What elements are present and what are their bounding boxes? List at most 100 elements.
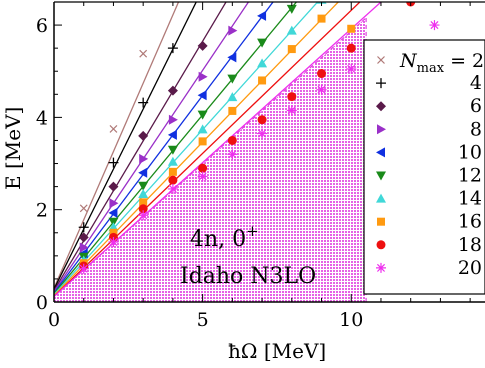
fit-lines bbox=[54, 2, 382, 297]
point-nmax-16-8 bbox=[317, 14, 326, 23]
point-nmax-20-5 bbox=[227, 149, 238, 160]
point-nmax-14-6 bbox=[257, 58, 268, 68]
point-nmax-10-3 bbox=[167, 129, 177, 140]
legend-marker-nmax-16 bbox=[377, 217, 385, 226]
point-nmax-12-3 bbox=[167, 145, 178, 155]
point-nmax-16-9 bbox=[347, 24, 356, 33]
legend-marker-nmax-10 bbox=[376, 147, 385, 158]
point-nmax-20-3 bbox=[167, 183, 178, 194]
point-nmax-6-0 bbox=[78, 232, 89, 243]
point-nmax-16-5 bbox=[228, 106, 237, 115]
y-tick-label-6: 6 bbox=[36, 15, 48, 37]
data-points bbox=[78, 2, 440, 274]
point-nmax-18-4 bbox=[198, 163, 208, 173]
annotation-4n-label: 4n, 0+ bbox=[190, 222, 259, 252]
point-nmax-16-6 bbox=[258, 76, 267, 85]
legend-title: Nmax = 2 bbox=[399, 50, 484, 76]
point-nmax-20-1 bbox=[108, 237, 119, 247]
point-nmax-16-7 bbox=[287, 45, 296, 54]
point-nmax-12-4 bbox=[197, 110, 208, 120]
point-nmax-2-0 bbox=[79, 204, 88, 213]
point-nmax-4-3 bbox=[167, 43, 178, 54]
point-nmax-6-1 bbox=[108, 181, 119, 192]
point-nmax-20-4 bbox=[197, 171, 208, 182]
fit-line-nmax-18 bbox=[54, 2, 361, 297]
legend-label-nmax-12: 12 bbox=[458, 165, 482, 187]
point-nmax-14-5 bbox=[227, 92, 238, 102]
point-nmax-20-0 bbox=[78, 263, 89, 274]
legend-marker-nmax-18 bbox=[376, 240, 386, 250]
point-nmax-12-6 bbox=[257, 38, 268, 48]
point-nmax-16-2 bbox=[139, 198, 148, 207]
x-tick-label-0: 0 bbox=[48, 309, 60, 331]
fit-line-nmax-10 bbox=[54, 2, 274, 294]
point-nmax-16-1 bbox=[109, 228, 118, 237]
legend-label-nmax-4: 4 bbox=[470, 72, 482, 94]
point-nmax-8-3 bbox=[168, 114, 178, 125]
point-nmax-20-8 bbox=[316, 84, 327, 95]
point-nmax-10-1 bbox=[108, 207, 118, 218]
point-nmax-2-2 bbox=[139, 49, 148, 58]
point-nmax-6-3 bbox=[167, 85, 178, 96]
point-nmax-20-2 bbox=[138, 210, 149, 221]
point-nmax-10-6 bbox=[257, 10, 267, 21]
point-nmax-8-5 bbox=[228, 25, 238, 36]
legend-label-nmax-18: 18 bbox=[458, 234, 482, 256]
fit-line-nmax-12 bbox=[54, 2, 298, 295]
legend-label-nmax-20: 20 bbox=[458, 257, 482, 279]
point-nmax-18-2 bbox=[138, 204, 148, 214]
point-nmax-18-5 bbox=[227, 135, 237, 145]
point-nmax-6-4 bbox=[197, 40, 208, 51]
point-nmax-10-2 bbox=[138, 167, 148, 178]
point-nmax-10-5 bbox=[227, 52, 237, 63]
point-nmax-16-3 bbox=[168, 167, 177, 176]
fit-line-nmax-16 bbox=[54, 2, 340, 296]
legend-marker-nmax-12 bbox=[376, 171, 386, 181]
y-tick-label-4: 4 bbox=[36, 107, 48, 129]
point-nmax-18-7 bbox=[287, 92, 297, 102]
point-nmax-6-2 bbox=[138, 130, 149, 141]
point-nmax-14-7 bbox=[286, 25, 297, 35]
point-nmax-14-3 bbox=[167, 156, 178, 166]
legend-label-nmax-6: 6 bbox=[470, 95, 482, 117]
legend-box bbox=[363, 39, 485, 295]
point-nmax-8-1 bbox=[109, 198, 119, 209]
point-nmax-12-1 bbox=[108, 217, 119, 227]
fit-line-nmax-4 bbox=[54, 2, 197, 290]
point-nmax-18-6 bbox=[257, 115, 267, 125]
point-nmax-4-0 bbox=[78, 222, 89, 233]
y-axis-label: E [MeV] bbox=[1, 107, 25, 190]
point-nmax-20-6 bbox=[257, 128, 268, 139]
point-nmax-4-1 bbox=[108, 157, 119, 168]
x-tick-label-10: 10 bbox=[339, 309, 363, 331]
fit-line-nmax-20 bbox=[54, 2, 382, 297]
point-nmax-14-2 bbox=[138, 189, 149, 198]
y-tick-label-2: 2 bbox=[36, 200, 48, 222]
shaded-region bbox=[54, 17, 367, 302]
legend-label-nmax-16: 16 bbox=[458, 211, 482, 233]
point-nmax-12-7 bbox=[286, 4, 297, 14]
x-tick-label-5: 5 bbox=[197, 309, 209, 331]
point-nmax-12-5 bbox=[227, 74, 238, 84]
point-nmax-8-0 bbox=[79, 242, 89, 253]
point-nmax-4-2 bbox=[138, 97, 149, 108]
point-nmax-20-7 bbox=[286, 105, 297, 116]
point-nmax-14-4 bbox=[197, 124, 208, 134]
point-nmax-10-4 bbox=[197, 90, 207, 101]
legend-marker-nmax-4 bbox=[376, 78, 386, 89]
fit-line-nmax-6 bbox=[54, 2, 227, 291]
y-tick-label-0: 0 bbox=[36, 292, 48, 314]
fit-line-nmax-8 bbox=[54, 2, 250, 293]
legend-label-nmax-8: 8 bbox=[470, 118, 482, 140]
point-nmax-18-9 bbox=[346, 43, 356, 53]
point-nmax-18-3 bbox=[168, 175, 178, 185]
legend-marker-nmax-8 bbox=[377, 124, 386, 135]
legend-marker-nmax-14 bbox=[376, 193, 386, 203]
point-nmax-2-1 bbox=[109, 124, 118, 133]
legend-label-nmax-14: 14 bbox=[458, 188, 482, 210]
point-nmax-20-9 bbox=[346, 63, 357, 74]
point-nmax-8-4 bbox=[198, 71, 208, 82]
legend-label-nmax-10: 10 bbox=[458, 141, 482, 163]
